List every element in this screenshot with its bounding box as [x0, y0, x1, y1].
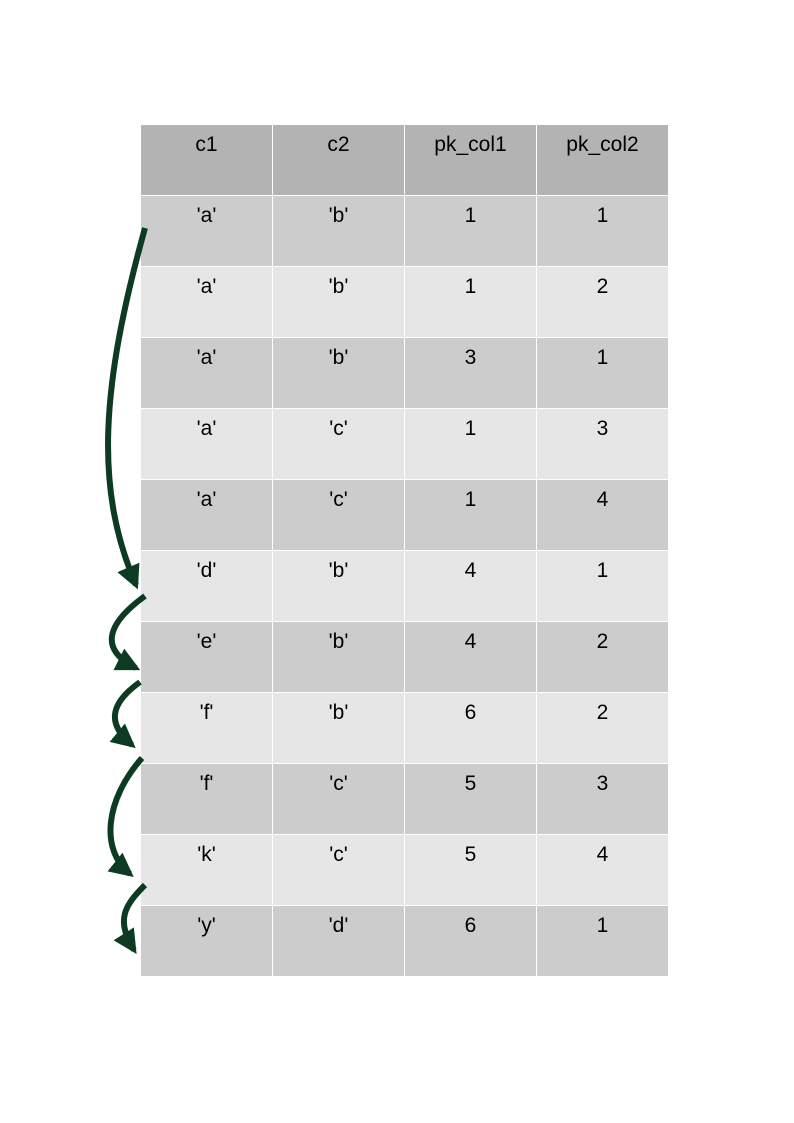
cell-pk-col1: 1 — [404, 266, 537, 338]
cell-c1: 'f' — [140, 763, 273, 835]
cell-c1: 'y' — [140, 905, 273, 977]
header-c1: c1 — [140, 124, 273, 196]
table-row: 'e''b' 4 2 — [140, 621, 669, 693]
cell-pk-col1: 1 — [404, 479, 537, 551]
arrow-row1-to-row6 — [105, 227, 148, 590]
cell-pk-col1: 3 — [404, 337, 537, 409]
table-row: 'a''b' 1 2 — [140, 266, 669, 338]
cell-c1: 'd' — [140, 550, 273, 622]
cell-pk-col2: 1 — [536, 337, 669, 409]
cell-c2: 'c' — [272, 763, 405, 835]
table-row: 'f''b' 6 2 — [140, 692, 669, 764]
cell-c1: 'a' — [140, 479, 273, 551]
data-table: c1 c2 pk_col1 pk_col2 'a''b' 1 1'a''b' 1 2'a… — [140, 124, 669, 977]
cell-pk-col1: 1 — [404, 408, 537, 480]
table-body: 'a''b' 1 1'a''b' 1 2'a''b' 3 1'a''c' 1 3'a''c' 1 4… — [140, 195, 669, 977]
cell-pk-col2: 4 — [536, 479, 669, 551]
cell-pk-col2: 2 — [536, 621, 669, 693]
cell-pk-col2: 3 — [536, 763, 669, 835]
cell-c2: 'b' — [272, 692, 405, 764]
cell-c1: 'a' — [140, 266, 273, 338]
table-row: 'a''c' 1 4 — [140, 479, 669, 551]
arrow-row8-to-row10 — [107, 756, 145, 878]
cell-c2: 'b' — [272, 337, 405, 409]
table-row: 'y''d' 6 1 — [140, 905, 669, 977]
cell-c1: 'a' — [140, 408, 273, 480]
cell-pk-col2: 2 — [536, 266, 669, 338]
cell-pk-col2: 1 — [536, 905, 669, 977]
cell-c2: 'b' — [272, 621, 405, 693]
cell-c2: 'c' — [272, 834, 405, 906]
cell-c1: 'a' — [140, 195, 273, 267]
cell-c1: 'a' — [140, 337, 273, 409]
cell-c2: 'b' — [272, 550, 405, 622]
cell-pk-col1: 5 — [404, 834, 537, 906]
cell-pk-col1: 1 — [404, 195, 537, 267]
header-row: c1 c2 pk_col1 pk_col2 — [140, 124, 669, 196]
cell-c1: 'k' — [140, 834, 273, 906]
arrow-row10-to-row11 — [113, 882, 148, 955]
header-pk-col2: pk_col2 — [536, 124, 669, 196]
arrow-row7-to-row8 — [109, 679, 142, 749]
arrow-row6-to-row7 — [108, 593, 147, 671]
cell-pk-col2: 3 — [536, 408, 669, 480]
cell-c2: 'b' — [272, 195, 405, 267]
table-row: 'a''b' 1 1 — [140, 195, 669, 267]
cell-c1: 'e' — [140, 621, 273, 693]
cell-c2: 'b' — [272, 266, 405, 338]
cell-pk-col2: 1 — [536, 195, 669, 267]
table-row: 'a''c' 1 3 — [140, 408, 669, 480]
cell-pk-col1: 6 — [404, 692, 537, 764]
cell-pk-col2: 1 — [536, 550, 669, 622]
cell-pk-col1: 5 — [404, 763, 537, 835]
table-row: 'a''b' 3 1 — [140, 337, 669, 409]
cell-pk-col2: 2 — [536, 692, 669, 764]
table-row: 'f''c' 5 3 — [140, 763, 669, 835]
cell-pk-col1: 4 — [404, 621, 537, 693]
cell-pk-col1: 6 — [404, 905, 537, 977]
